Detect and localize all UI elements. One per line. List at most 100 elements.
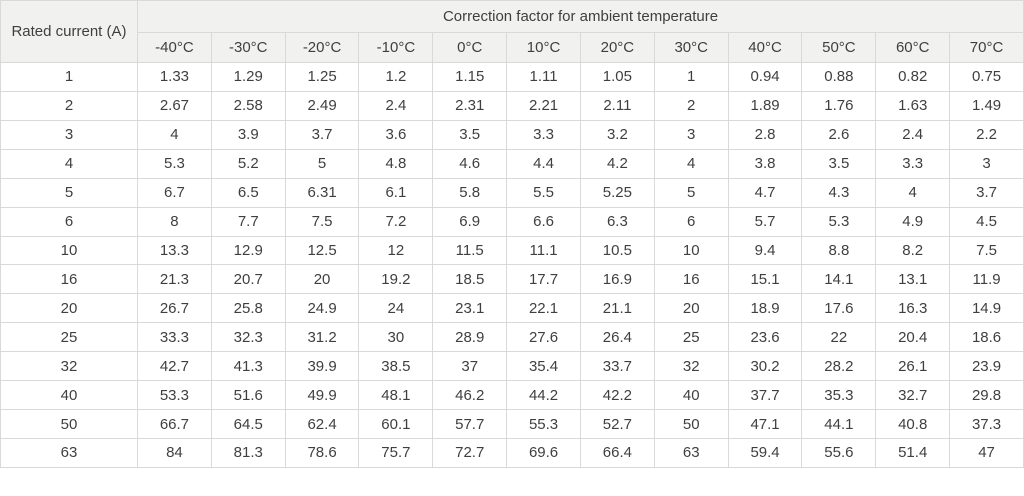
correction-factor-cell: 47 [949, 437, 1024, 468]
correction-factor-cell: 53.3 [137, 380, 212, 411]
correction-factor-cell: 30.2 [727, 351, 803, 382]
correction-factor-cell: 14.1 [801, 264, 877, 295]
correction-factor-cell: 1.29 [210, 62, 286, 92]
correction-factor-cell: 81.3 [210, 437, 286, 468]
correction-factor-cell: 12.9 [210, 235, 286, 266]
correction-factor-cell: 4.8 [358, 148, 434, 179]
temperature-column-header: 10°C [506, 32, 581, 63]
correction-factor-cell: 26.1 [875, 351, 951, 382]
correction-factor-cell: 3.3 [506, 119, 581, 150]
table-row: 6 8 7.7 7.5 7.2 6.9 6.6 6.3 6 5.7 5.3 4.9 4.5 [0, 206, 1024, 237]
correction-factor-cell: 51.4 [875, 437, 951, 468]
correction-factor-cell: 20 [653, 293, 729, 324]
correction-factor-cell: 9.4 [727, 235, 803, 266]
correction-factor-cell: 4.7 [727, 177, 803, 208]
correction-factor-cell: 6 [653, 206, 729, 237]
correction-factor-cell: 1.25 [284, 62, 360, 92]
rated-current-cell: 10 [0, 235, 138, 266]
table-row: 50 66.7 64.5 62.4 60.1 57.7 55.3 52.7 50 47.1 44.1… [0, 409, 1024, 439]
correction-factor-cell: 4 [875, 177, 951, 208]
table-row: 32 42.7 41.3 39.9 38.5 37 35.4 33.7 32 30.2 28.2 26… [0, 351, 1024, 382]
correction-factor-cell: 60.1 [358, 409, 434, 439]
correction-factor-cell: 7.5 [949, 235, 1024, 266]
correction-factor-cell: 40 [653, 380, 729, 411]
correction-factor-cell: 12 [358, 235, 434, 266]
correction-factor-cell: 6.5 [210, 177, 286, 208]
table-row: 25 33.3 32.3 31.2 30 28.9 27.6 26.4 25 23.6 22 20.4… [0, 322, 1024, 353]
correction-factor-cell: 2.6 [801, 119, 877, 150]
correction-factor-cell: 32 [653, 351, 729, 382]
table-row: 1 1.33 1.29 1.25 1.2 1.15 1.11 1.05 1 0.94 0.88 0.8… [0, 62, 1024, 92]
corner-header-rated-current: Rated current (A) [0, 0, 138, 63]
correction-factor-cell: 84 [137, 437, 212, 468]
correction-factor-cell: 52.7 [579, 409, 655, 439]
correction-factor-cell: 8.2 [875, 235, 951, 266]
correction-factor-cell: 20.4 [875, 322, 951, 353]
correction-factor-cell: 3.3 [875, 148, 951, 179]
correction-factor-cell: 48.1 [358, 380, 434, 411]
correction-factor-cell: 5 [653, 177, 729, 208]
temperature-column-header: 60°C [875, 32, 951, 63]
rated-current-cell: 1 [0, 62, 138, 92]
correction-factor-cell: 35.3 [801, 380, 877, 411]
correction-factor-table: Rated current (A) Correction factor for … [0, 0, 1024, 468]
correction-factor-cell: 2.8 [727, 119, 803, 150]
correction-factor-cell: 41.3 [210, 351, 286, 382]
correction-factor-cell: 40.8 [875, 409, 951, 439]
correction-factor-cell: 4.4 [506, 148, 581, 179]
correction-factor-cell: 13.1 [875, 264, 951, 295]
correction-factor-cell: 16.9 [579, 264, 655, 295]
correction-factor-cell: 4.6 [432, 148, 508, 179]
correction-factor-cell: 1.2 [358, 62, 434, 92]
rated-current-cell: 3 [0, 119, 138, 150]
correction-factor-cell: 2.21 [506, 90, 581, 121]
correction-factor-cell: 3.5 [801, 148, 877, 179]
rated-current-cell: 5 [0, 177, 138, 208]
correction-factor-cell: 17.7 [506, 264, 581, 295]
correction-factor-cell: 47.1 [727, 409, 803, 439]
correction-factor-cell: 3.5 [432, 119, 508, 150]
correction-factor-cell: 0.94 [727, 62, 803, 92]
table-row: 3 4 3.9 3.7 3.6 3.5 3.3 3.2 3 2.8 2.6 2.4 2.2 [0, 119, 1024, 150]
correction-factor-cell: 39.9 [284, 351, 360, 382]
correction-factor-cell: 37.3 [949, 409, 1024, 439]
correction-factor-cell: 11.9 [949, 264, 1024, 295]
correction-factor-cell: 20 [284, 264, 360, 295]
correction-factor-cell: 66.4 [579, 437, 655, 468]
correction-factor-cell: 11.1 [506, 235, 581, 266]
correction-factor-cell: 1 [653, 62, 729, 92]
correction-factor-cell: 6.6 [506, 206, 581, 237]
correction-factor-cell: 8 [137, 206, 212, 237]
correction-factor-cell: 32.7 [875, 380, 951, 411]
correction-factor-cell: 26.7 [137, 293, 212, 324]
rated-current-cell: 6 [0, 206, 138, 237]
correction-factor-cell: 37.7 [727, 380, 803, 411]
correction-factor-cell: 33.3 [137, 322, 212, 353]
correction-factor-cell: 24 [358, 293, 434, 324]
correction-factor-cell: 10.5 [579, 235, 655, 266]
correction-factor-cell: 1.63 [875, 90, 951, 121]
correction-factor-cell: 64.5 [210, 409, 286, 439]
correction-factor-cell: 78.6 [284, 437, 360, 468]
correction-factor-cell: 4.2 [579, 148, 655, 179]
correction-factor-cell: 0.82 [875, 62, 951, 92]
correction-factor-cell: 2.11 [579, 90, 655, 121]
correction-factor-cell: 62.4 [284, 409, 360, 439]
rated-current-cell: 63 [0, 437, 138, 468]
correction-factor-cell: 10 [653, 235, 729, 266]
temperature-column-header: 70°C [949, 32, 1024, 63]
correction-factor-cell: 7.2 [358, 206, 434, 237]
table-title: Correction factor for ambient temperatur… [137, 0, 1024, 33]
correction-factor-cell: 15.1 [727, 264, 803, 295]
rated-current-cell: 25 [0, 322, 138, 353]
correction-factor-cell: 22 [801, 322, 877, 353]
temperature-column-header: 30°C [653, 32, 729, 63]
correction-factor-cell: 6.1 [358, 177, 434, 208]
temperature-column-header: 0°C [432, 32, 508, 63]
correction-factor-cell: 21.1 [579, 293, 655, 324]
correction-factor-cell: 12.5 [284, 235, 360, 266]
correction-factor-cell: 1.49 [949, 90, 1024, 121]
correction-factor-cell: 63 [653, 437, 729, 468]
correction-factor-cell: 55.6 [801, 437, 877, 468]
correction-factor-cell: 6.3 [579, 206, 655, 237]
